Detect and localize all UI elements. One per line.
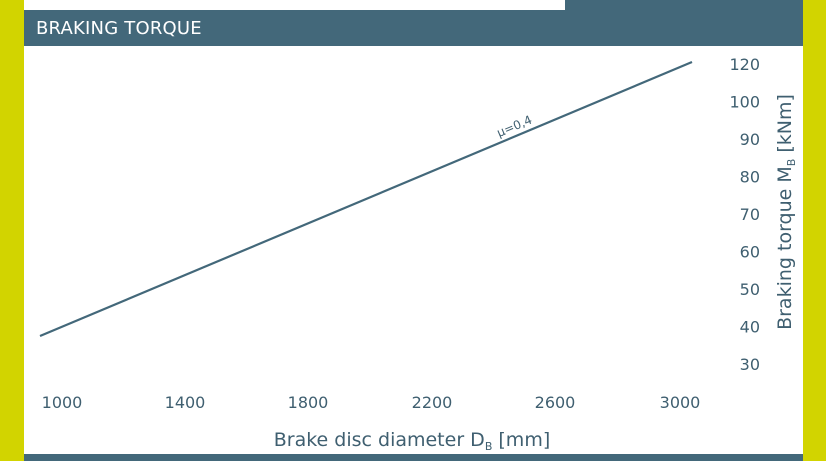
y-tick-label: 120: [729, 55, 760, 74]
right-accent-bar: [803, 0, 826, 461]
chart-header: BRAKING TORQUE: [24, 10, 803, 46]
x-tick-label: 3000: [660, 393, 701, 412]
y-tick-label: 30: [740, 355, 760, 374]
y-tick-label: 100: [729, 93, 760, 112]
y-tick-label: 90: [740, 130, 760, 149]
y-axis-title: Braking torque MB [kNm]: [774, 94, 798, 330]
x-tick-label: 2600: [535, 393, 576, 412]
y-tick-labels: 120 100 90 80 70 60 50 40 30: [729, 55, 760, 374]
y-axis-title-sub: B: [785, 159, 798, 167]
chart-title: BRAKING TORQUE: [36, 18, 202, 39]
y-axis-title-unit: [kNm]: [774, 94, 796, 159]
x-axis-title-unit: [mm]: [492, 429, 550, 451]
y-tick-label: 50: [740, 280, 760, 299]
y-tick-label: 60: [740, 243, 760, 262]
x-axis-title: Brake disc diameter DB [mm]: [274, 429, 551, 453]
y-tick-label: 70: [740, 205, 760, 224]
series-layer: μ=0,4: [39, 60, 693, 338]
x-tick-label: 1000: [42, 393, 83, 412]
y-tick-label: 80: [740, 168, 760, 187]
x-tick-labels: 1000 1400 1800 2200 2600 3000: [42, 393, 701, 412]
x-tick-label: 1400: [165, 393, 206, 412]
x-tick-label: 2200: [412, 393, 453, 412]
series-line-0: [39, 60, 693, 338]
x-axis-title-sub: B: [485, 440, 493, 453]
x-tick-label: 1800: [288, 393, 329, 412]
footer-strip: [24, 454, 803, 461]
x-axis-title-main: Brake disc diameter D: [274, 429, 485, 451]
top-accent-strip: [565, 0, 803, 10]
left-accent-bar: [0, 0, 24, 461]
y-tick-label: 40: [740, 318, 760, 337]
y-axis-title-main: Braking torque M: [774, 166, 796, 330]
